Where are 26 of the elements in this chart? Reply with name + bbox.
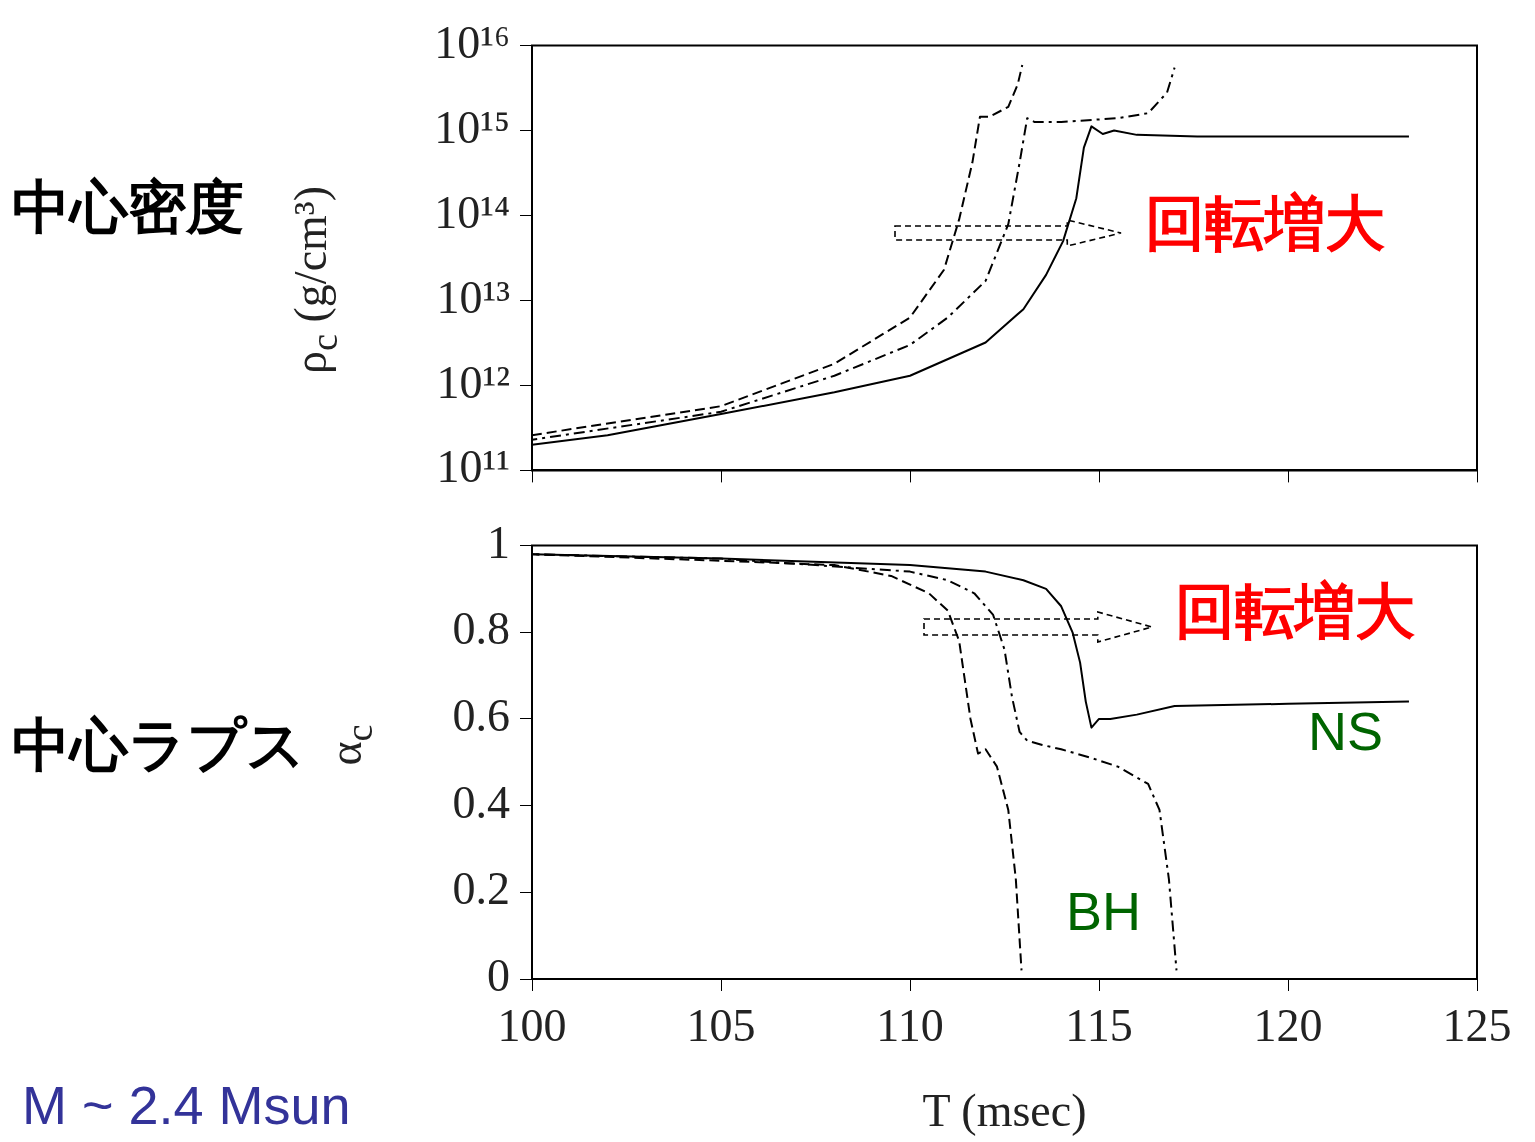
y-tick-label: 10¹⁶ — [434, 16, 510, 68]
text: 中心密度 — [12, 174, 244, 239]
annotation: BH — [1066, 881, 1142, 941]
x-tick-label: 125 — [1442, 999, 1512, 1051]
x-tick-label: 120 — [1253, 999, 1323, 1051]
x-tick-label: 110 — [876, 999, 944, 1051]
y-tick-label: 0.4 — [452, 776, 510, 828]
x-axis-title: T (msec) — [922, 1085, 1087, 1137]
y-tick-label: 10¹² — [436, 356, 510, 408]
text: 中心ラプス — [12, 712, 305, 777]
y-tick-label: 10¹⁵ — [434, 101, 510, 153]
annotation: NS — [1308, 701, 1384, 761]
y-tick-label: 10¹¹ — [436, 441, 510, 493]
annotation: 回転増大 — [1175, 578, 1415, 645]
annotation: 回転増大 — [1145, 190, 1385, 257]
x-tick-label: 100 — [497, 999, 567, 1051]
y-tick-label: 1 — [487, 516, 510, 568]
y-tick-label: 10¹⁴ — [434, 186, 510, 238]
y-tick-label: 0.6 — [452, 690, 510, 742]
y-tick-label: 0.2 — [452, 863, 510, 915]
y-tick-label: 10¹³ — [436, 271, 510, 323]
text: M ~ 2.4 Msun — [22, 1075, 351, 1135]
x-tick-label: 115 — [1065, 999, 1133, 1051]
y-tick-label: 0.8 — [452, 603, 510, 655]
y-tick-label: 0 — [487, 950, 510, 1002]
x-tick-label: 105 — [686, 999, 756, 1051]
